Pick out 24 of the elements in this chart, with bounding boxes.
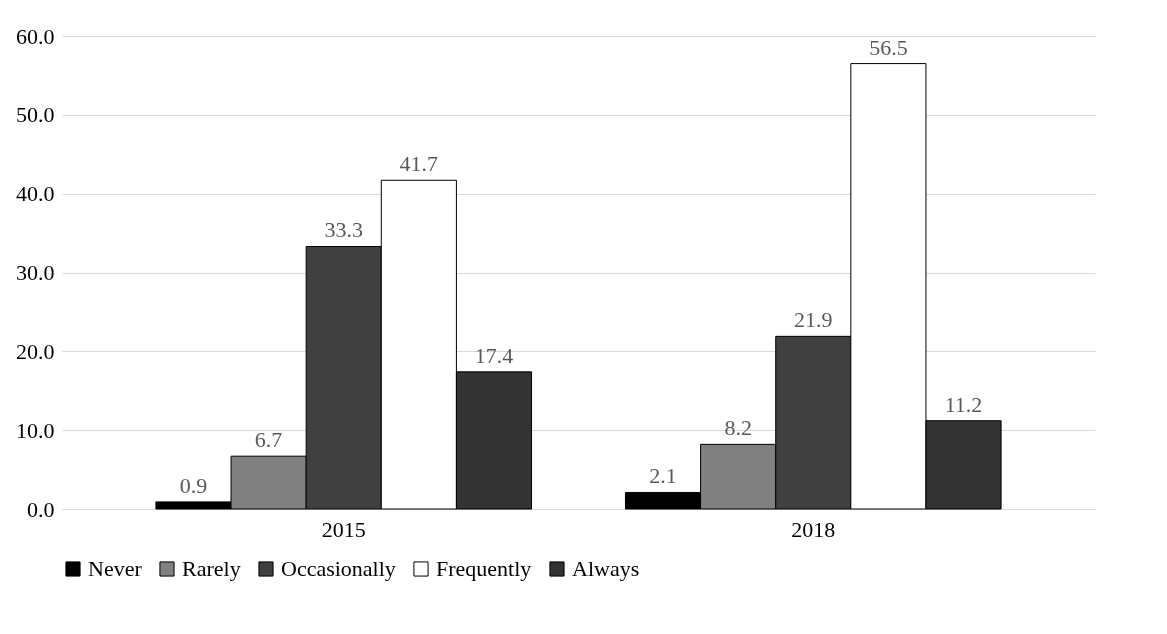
data-label: 21.9: [794, 307, 833, 333]
y-tick-label: 60.0: [16, 23, 55, 49]
data-label: 8.2: [724, 415, 752, 441]
data-label: 0.9: [179, 472, 208, 498]
legend-label: Always: [572, 556, 640, 581]
legend-label: Occasionally: [281, 556, 396, 581]
data-label: 56.5: [869, 34, 908, 60]
data-label: 11.2: [944, 391, 983, 417]
x-tick-label: 2018: [791, 516, 836, 542]
data-label: 2.1: [649, 463, 677, 489]
data-label: 41.7: [399, 151, 439, 177]
legend-label: Never: [88, 556, 143, 581]
data-label: 17.4: [474, 342, 514, 368]
y-tick-label: 40.0: [16, 181, 55, 207]
legend-label: Rarely: [182, 556, 241, 581]
y-tick-label: 10.0: [16, 417, 55, 443]
y-tick-label: 50.0: [16, 102, 55, 128]
y-tick-label: 20.0: [16, 338, 55, 364]
y-tick-label: 30.0: [16, 260, 55, 285]
legend-label: Frequently: [436, 556, 532, 581]
data-label: 6.7: [254, 427, 283, 453]
x-tick-label: 2015: [321, 516, 366, 542]
data-label: 33.3: [324, 217, 363, 243]
y-tick-label: 0.0: [27, 496, 55, 522]
